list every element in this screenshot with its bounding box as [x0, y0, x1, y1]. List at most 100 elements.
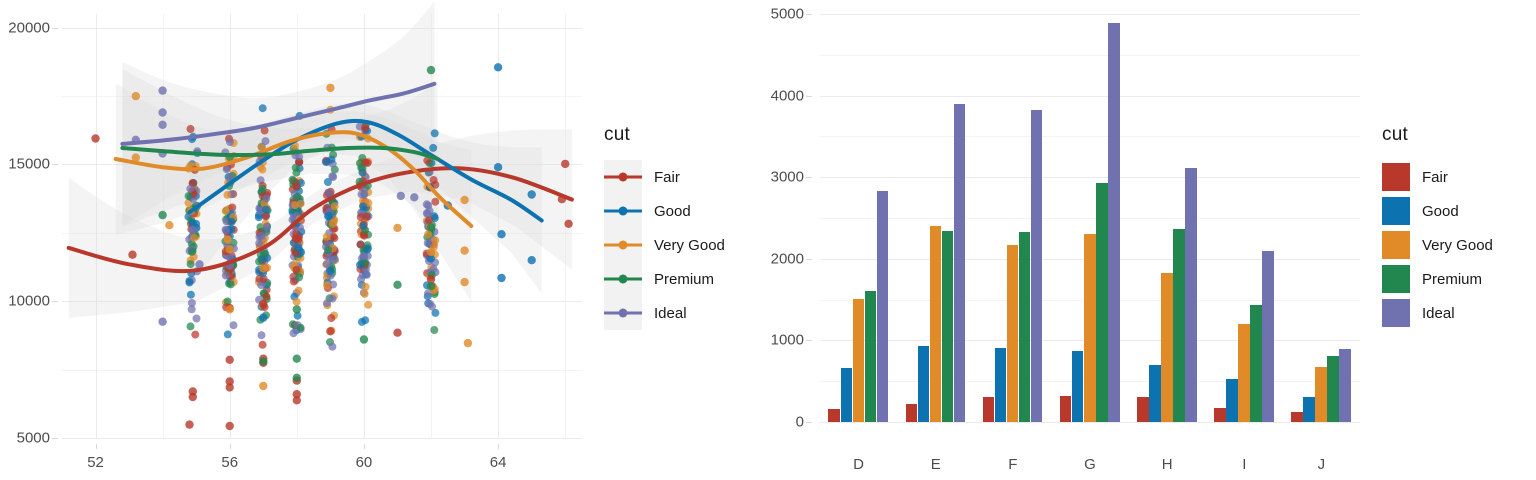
scatter-point — [396, 191, 405, 201]
legend-item-good[interactable]: Good — [604, 194, 725, 228]
bar-y-tickmark — [806, 14, 812, 15]
scatter-point — [293, 311, 302, 320]
scatter-point — [330, 202, 339, 211]
bar-D-fair[interactable] — [828, 408, 841, 422]
scatter-point — [292, 390, 301, 399]
legend-item-premium[interactable]: Premium — [1382, 262, 1493, 296]
scatter-point — [186, 260, 195, 269]
bar-D-ideal[interactable] — [876, 190, 889, 422]
bar-H-fair[interactable] — [1137, 397, 1149, 422]
scatter-point — [322, 299, 331, 308]
bar-J-fair[interactable] — [1291, 412, 1303, 422]
bar-H-very-good[interactable] — [1161, 273, 1173, 422]
bar-y-axis: 0 1000 2000 3000 4000 5000 — [760, 0, 812, 480]
bar-J-good[interactable] — [1303, 396, 1315, 422]
legend-item-premium[interactable]: Premium — [604, 262, 725, 296]
legend-item-label: Very Good — [1422, 236, 1493, 254]
scatter-point — [561, 159, 570, 169]
scatter-point — [330, 234, 339, 243]
bar-D-very-good[interactable] — [852, 298, 865, 422]
scatter-point — [292, 182, 301, 191]
bar-E-premium[interactable] — [941, 231, 954, 422]
bar-D-premium[interactable] — [864, 291, 877, 422]
bar-I-very-good[interactable] — [1238, 323, 1250, 422]
scatter-point — [131, 153, 140, 162]
bar-F-very-good[interactable] — [1006, 245, 1019, 422]
bar-y-tick-label: 3000 — [770, 168, 804, 186]
bar-y-tick-label: 0 — [795, 413, 804, 431]
legend-item-very-good[interactable]: Very Good — [1382, 228, 1493, 262]
legend-item-fair[interactable]: Fair — [1382, 160, 1493, 194]
bar-F-good[interactable] — [994, 347, 1007, 422]
scatter-point — [262, 292, 271, 301]
bar-E-very-good[interactable] — [929, 226, 942, 422]
bar-F-ideal[interactable] — [1030, 109, 1043, 422]
bar-E-good[interactable] — [917, 345, 930, 422]
scatter-point — [326, 327, 335, 336]
bar-E-fair[interactable] — [905, 403, 918, 422]
scatter-point — [186, 322, 195, 331]
bar-y-tickmark — [806, 177, 812, 179]
bar-H-premium[interactable] — [1173, 229, 1185, 422]
bar-F-fair[interactable] — [982, 396, 995, 422]
scatter-point — [254, 213, 263, 222]
bar-G-premium[interactable] — [1096, 183, 1108, 422]
scatter-point — [221, 207, 230, 216]
bar-I-fair[interactable] — [1214, 407, 1226, 422]
scatter-point — [158, 317, 167, 326]
scatter-point — [359, 202, 368, 211]
scatter-point — [430, 326, 439, 334]
legend-item-label: Fair — [1422, 168, 1448, 186]
scatter-point — [185, 420, 194, 429]
bar-F-premium[interactable] — [1018, 231, 1031, 422]
scatter-point — [191, 330, 200, 339]
scatter-point — [295, 152, 304, 161]
legend-item-ideal[interactable]: Ideal — [604, 296, 725, 330]
scatter-point — [460, 246, 469, 255]
scatter-x-tick-label: 56 — [221, 454, 239, 471]
scatter-point — [258, 184, 267, 193]
bar-E-ideal[interactable] — [953, 103, 966, 422]
scatter-point — [428, 302, 436, 311]
bar-x-tick-label: G — [1084, 456, 1096, 473]
scatter-point — [294, 286, 303, 295]
legend-item-fair[interactable]: Fair — [604, 160, 725, 194]
scatter-legend: cut Fair Good Very Good Premium Ideal — [604, 124, 725, 330]
scatter-point — [225, 305, 234, 314]
scatter-point — [292, 265, 301, 274]
legend-item-good[interactable]: Good — [1382, 194, 1493, 228]
bar-x-axis: D E F G H I J — [0, 448, 1380, 480]
scatter-point — [158, 86, 167, 95]
scatter-point — [426, 65, 436, 75]
scatter-y-axis: 5000 10000 15000 20000 — [0, 0, 58, 480]
bar-G-good[interactable] — [1071, 350, 1084, 422]
scatter-confidence-ribbon — [115, 83, 472, 302]
scatter-point — [188, 392, 197, 402]
bar-G-fair[interactable] — [1059, 396, 1072, 422]
scatter-point — [294, 244, 303, 252]
bar-gridline-y — [820, 177, 1360, 179]
bar-I-ideal[interactable] — [1262, 251, 1274, 422]
bar-D-good[interactable] — [840, 367, 853, 422]
bar-gridline-y — [820, 95, 1360, 97]
scatter-x-axis: 52 56 60 64 — [0, 444, 600, 476]
bar-G-ideal[interactable] — [1108, 23, 1120, 422]
legend-item-label: Fair — [654, 168, 680, 186]
bar-H-good[interactable] — [1149, 364, 1161, 422]
bar-I-premium[interactable] — [1250, 305, 1262, 422]
legend-item-very-good[interactable]: Very Good — [604, 228, 725, 262]
bar-H-ideal[interactable] — [1185, 167, 1197, 422]
scatter-y-tickmark — [52, 27, 58, 29]
bar-J-premium[interactable] — [1327, 356, 1339, 422]
bar-I-good[interactable] — [1226, 379, 1238, 422]
scatter-trend-line — [66, 166, 574, 274]
legend-item-ideal[interactable]: Ideal — [1382, 296, 1493, 330]
scatter-point — [323, 178, 332, 186]
bar-chart-panel — [820, 14, 1360, 423]
bar-J-ideal[interactable] — [1339, 348, 1351, 422]
bar-G-very-good[interactable] — [1083, 234, 1096, 422]
bar-J-very-good[interactable] — [1315, 366, 1327, 422]
scatter-point — [493, 163, 503, 172]
scatter-point — [292, 305, 301, 314]
scatter-point — [292, 373, 301, 382]
